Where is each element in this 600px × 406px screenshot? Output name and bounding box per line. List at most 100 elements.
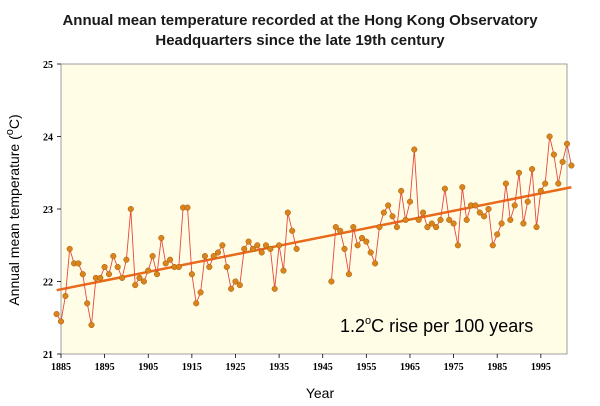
data-point (184, 204, 191, 211)
data-point (472, 202, 479, 209)
x-tick-label: 1895 (95, 362, 115, 373)
x-tick-label: 1925 (225, 362, 245, 373)
data-point (136, 274, 143, 281)
data-point (476, 209, 483, 216)
data-point (254, 242, 261, 249)
x-tick-label: 1915 (182, 362, 202, 373)
annotation-sup: o (365, 315, 371, 327)
annotation-rest: C rise per 100 years (371, 316, 533, 336)
x-tick-label: 1965 (400, 362, 420, 373)
data-point (502, 180, 509, 187)
data-point (258, 249, 265, 256)
data-point (537, 187, 544, 194)
data-point (210, 253, 217, 260)
y-tick-label: 25 (43, 60, 53, 71)
data-point (167, 256, 174, 263)
data-point (568, 162, 575, 169)
data-point (249, 245, 256, 252)
y-tick-label: 23 (43, 205, 53, 216)
data-point (328, 278, 335, 285)
y-tick-label: 21 (43, 350, 53, 361)
plot-area (60, 63, 568, 355)
data-point (372, 260, 379, 267)
data-point (214, 249, 222, 256)
data-point (563, 140, 571, 147)
data-point (262, 242, 270, 249)
data-point (402, 216, 409, 223)
data-point (441, 185, 448, 192)
data-point (293, 245, 300, 252)
data-point (424, 224, 431, 231)
y-axis-label-main: Annual mean temperature ( (6, 135, 22, 306)
data-point (119, 274, 126, 281)
data-point (197, 289, 204, 296)
data-point (153, 271, 161, 278)
data-point (267, 245, 274, 252)
data-point (515, 169, 523, 176)
x-tick-label: 1955 (356, 362, 376, 373)
data-point (350, 224, 357, 231)
data-point (175, 263, 182, 271)
data-point (114, 263, 121, 271)
data-point (446, 216, 453, 223)
marker-layer (53, 133, 575, 329)
data-point (271, 285, 278, 292)
data-point (57, 318, 65, 325)
data-point (127, 205, 134, 213)
data-point (241, 245, 248, 252)
data-point (88, 321, 95, 329)
y-axis-label: Annual mean temperature (oC) (4, 114, 22, 305)
data-point (84, 300, 91, 307)
data-point (485, 205, 492, 213)
x-tick-label: 1975 (444, 362, 464, 373)
data-point (345, 271, 352, 278)
data-point (188, 271, 195, 278)
data-point (53, 311, 60, 318)
data-point (367, 249, 374, 256)
data-point (140, 278, 147, 285)
data-point (206, 263, 213, 271)
trend-annotation: 1.2oC rise per 100 years (340, 315, 533, 336)
annotation-value: 1.2 (340, 316, 365, 336)
data-point (524, 198, 531, 205)
data-point (498, 220, 505, 227)
data-point (433, 224, 440, 231)
y-axis-label-sup: o (4, 129, 16, 135)
data-point (520, 220, 527, 227)
data-point (110, 253, 117, 260)
x-tick-label: 1905 (138, 362, 158, 373)
data-point (489, 242, 496, 249)
data-point (105, 271, 113, 278)
data-point (393, 224, 400, 231)
data-point (145, 267, 152, 274)
data-point (158, 234, 165, 242)
data-point (415, 216, 422, 223)
data-point (542, 180, 549, 187)
x-tick-label: 1985 (487, 362, 507, 373)
data-point (223, 263, 230, 271)
data-point (132, 282, 139, 289)
data-point (75, 260, 82, 267)
data-point (385, 202, 392, 209)
data-point (533, 224, 540, 231)
data-point (289, 227, 296, 234)
data-point (162, 260, 169, 267)
data-point (245, 238, 252, 245)
data-point (398, 187, 405, 194)
data-point (481, 213, 488, 220)
data-point (459, 184, 466, 191)
data-point (411, 146, 418, 153)
chart-title-line2: Headquarters since the late 19th century (155, 32, 445, 49)
data-point (546, 133, 553, 140)
data-point (79, 271, 86, 278)
data-point (123, 256, 130, 263)
data-point (437, 216, 444, 223)
data-point (201, 253, 208, 260)
x-tick-label: 1885 (51, 362, 71, 373)
data-point (280, 267, 287, 274)
data-point (363, 238, 370, 245)
y-tick-label: 22 (43, 278, 53, 289)
data-point (550, 151, 557, 158)
data-point (450, 220, 457, 227)
